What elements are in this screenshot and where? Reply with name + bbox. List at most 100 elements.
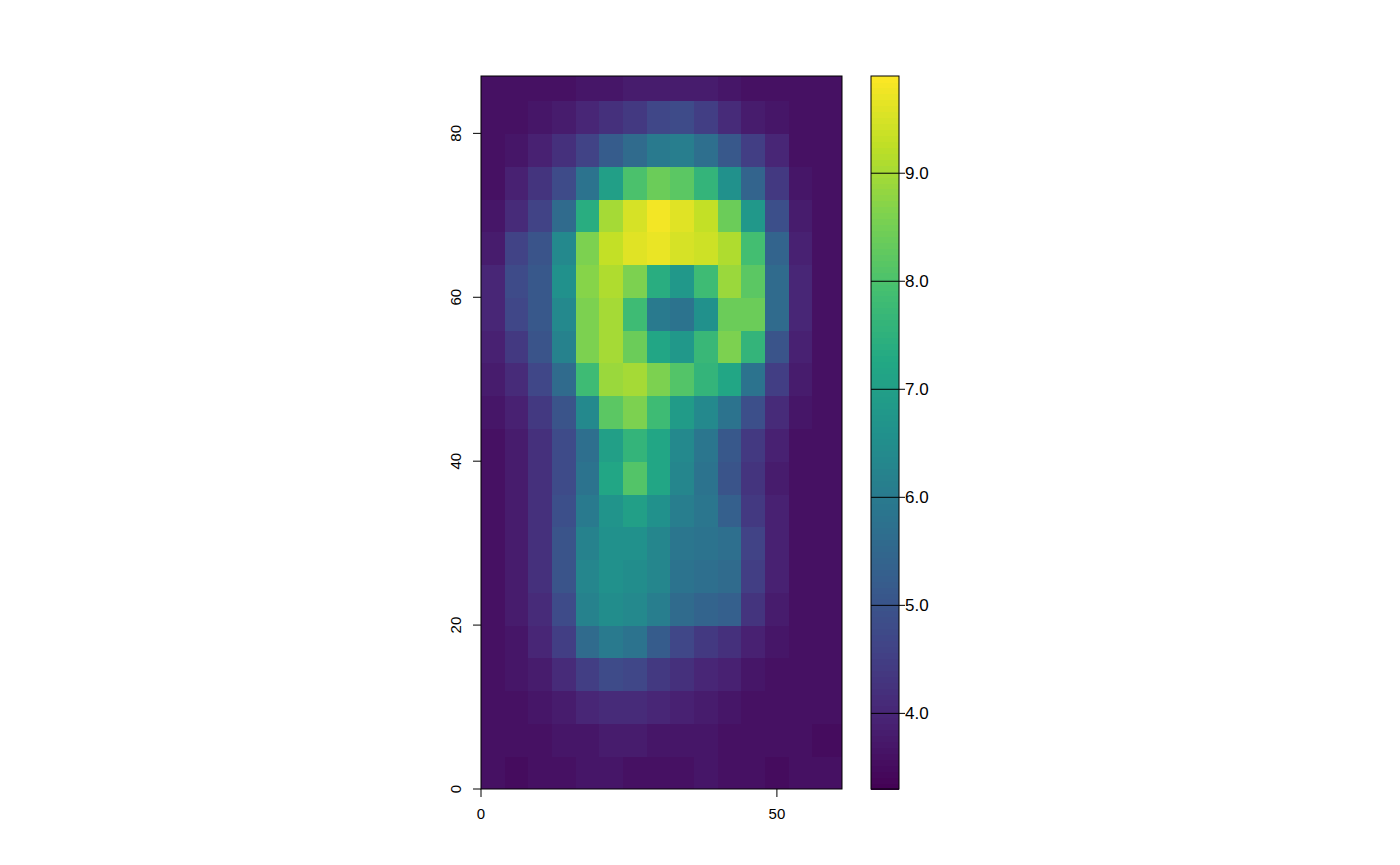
cell — [599, 723, 623, 756]
cell — [789, 363, 813, 396]
cell — [576, 297, 600, 330]
cell — [718, 428, 742, 461]
colorbar-strip — [871, 700, 899, 707]
chart: 0500204060804.05.06.07.08.09.0 — [0, 0, 1400, 865]
colorbar-strip — [871, 421, 899, 428]
cell — [670, 494, 694, 527]
cell — [552, 199, 576, 232]
cell — [765, 756, 789, 789]
cell — [647, 625, 671, 658]
colorbar-strip — [871, 207, 899, 214]
cell — [670, 363, 694, 396]
cell — [623, 658, 647, 691]
cell — [670, 756, 694, 789]
colorbar-strip — [871, 88, 899, 95]
colorbar-strip — [871, 498, 899, 505]
cell — [505, 133, 529, 166]
colorbar-strip — [871, 361, 899, 368]
cell — [623, 461, 647, 494]
colorbar-strip — [871, 94, 899, 101]
cell — [647, 396, 671, 429]
cell — [623, 560, 647, 593]
colorbar-strip — [871, 314, 899, 321]
cell — [599, 232, 623, 265]
cell — [647, 592, 671, 625]
colorbar-strip — [871, 545, 899, 552]
cell — [481, 101, 505, 134]
colorbar-strip — [871, 486, 899, 493]
cell — [670, 133, 694, 166]
cell — [623, 691, 647, 724]
cell — [552, 428, 576, 461]
cell — [741, 625, 765, 658]
colorbar-tick — [871, 713, 905, 714]
cell — [647, 76, 671, 101]
cell — [694, 461, 718, 494]
cells — [481, 76, 842, 789]
colorbar-strip — [871, 516, 899, 523]
colorbar-strip — [871, 189, 899, 196]
cell — [812, 264, 842, 297]
cell — [765, 461, 789, 494]
cell — [670, 232, 694, 265]
colorbar-tick-label: 7.0 — [905, 380, 929, 399]
cell — [789, 756, 813, 789]
cell — [599, 199, 623, 232]
cell — [528, 691, 552, 724]
cell — [528, 166, 552, 199]
cell — [765, 527, 789, 560]
colorbar-frame — [871, 76, 899, 789]
cell — [765, 101, 789, 134]
cell — [528, 560, 552, 593]
cell — [623, 363, 647, 396]
colorbar-strip — [871, 248, 899, 255]
cell — [789, 560, 813, 593]
cell — [741, 494, 765, 527]
cell — [647, 199, 671, 232]
cell — [647, 691, 671, 724]
cell — [623, 133, 647, 166]
cell — [528, 264, 552, 297]
colorbar-strip — [871, 302, 899, 309]
cell — [528, 756, 552, 789]
cell — [694, 297, 718, 330]
colorbar-strip — [871, 337, 899, 344]
cell — [552, 592, 576, 625]
cell — [481, 625, 505, 658]
cell — [789, 723, 813, 756]
cell — [576, 101, 600, 134]
cell — [812, 723, 842, 756]
colorbar-strip — [871, 587, 899, 594]
cell — [741, 363, 765, 396]
cell — [670, 560, 694, 593]
cell — [576, 592, 600, 625]
colorbar-strip — [871, 409, 899, 416]
cell — [670, 691, 694, 724]
cell — [812, 396, 842, 429]
cell — [670, 199, 694, 232]
colorbar-strip — [871, 118, 899, 125]
cell — [765, 396, 789, 429]
cell — [623, 396, 647, 429]
cell — [505, 461, 529, 494]
cell — [741, 101, 765, 134]
colorbar-strip — [871, 296, 899, 303]
colorbar-strip — [871, 670, 899, 677]
cell — [576, 527, 600, 560]
cell — [647, 330, 671, 363]
colorbar-strip — [871, 397, 899, 404]
cell — [599, 625, 623, 658]
cell — [481, 691, 505, 724]
colorbar-strip — [871, 391, 899, 398]
colorbar-strip — [871, 575, 899, 582]
cell — [765, 592, 789, 625]
y-tick — [473, 133, 481, 134]
cell — [481, 166, 505, 199]
cell — [670, 76, 694, 101]
colorbar-strip — [871, 611, 899, 618]
colorbar-strip — [871, 688, 899, 695]
cell — [694, 232, 718, 265]
cell — [694, 560, 718, 593]
cell — [741, 461, 765, 494]
cell — [765, 560, 789, 593]
